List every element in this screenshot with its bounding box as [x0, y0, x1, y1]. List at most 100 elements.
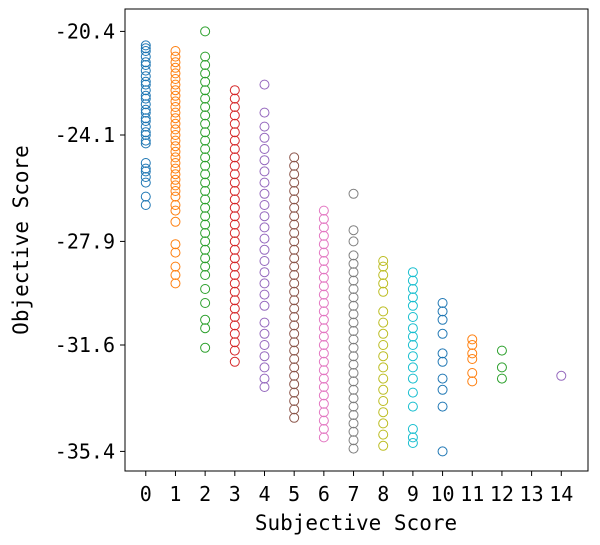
- data-point-x3-20: [229, 253, 240, 264]
- data-point-x0-24: [140, 163, 151, 174]
- data-point-x9-9: [407, 351, 418, 362]
- data-point-x3-19: [229, 244, 240, 255]
- data-point-x8-0: [378, 256, 389, 266]
- data-point-x6-13: [318, 314, 329, 325]
- data-point-x1-32: [170, 261, 181, 272]
- data-point-x2-6: [200, 93, 211, 104]
- data-point-x11-4: [467, 368, 478, 378]
- data-point-x0-21: [140, 135, 151, 146]
- data-point-x5-26: [289, 370, 300, 381]
- data-point-x2-7: [200, 102, 211, 112]
- data-point-x1-5: [170, 74, 181, 84]
- data-point-x3-21: [229, 261, 240, 272]
- data-point-x7-5: [348, 267, 359, 278]
- data-point-x6-23: [318, 398, 329, 409]
- data-point-x3-32: [229, 356, 240, 367]
- data-point-x7-21: [348, 401, 359, 412]
- data-point-x6-3: [318, 230, 329, 241]
- data-point-x9-16: [407, 438, 418, 448]
- data-point-x3-9: [229, 160, 240, 171]
- data-point-x5-11: [289, 244, 300, 255]
- data-point-x4-8: [259, 188, 270, 199]
- y-tick-label-1: -24.1: [55, 123, 115, 147]
- data-point-x1-20: [170, 158, 181, 168]
- data-point-x5-14: [289, 270, 300, 280]
- data-point-x5-12: [289, 253, 300, 264]
- data-point-x10-6: [437, 373, 448, 384]
- data-point-x7-23: [348, 418, 359, 429]
- data-point-x0-26: [140, 172, 151, 182]
- data-point-x1-33: [170, 270, 181, 280]
- data-point-x3-2: [229, 102, 240, 112]
- data-point-x2-2: [200, 60, 211, 70]
- data-point-x5-8: [289, 219, 300, 230]
- data-point-x4-3: [259, 132, 270, 143]
- data-point-x3-23: [229, 278, 240, 289]
- data-point-x4-9: [259, 200, 270, 210]
- data-point-x0-13: [140, 99, 151, 110]
- data-point-x2-31: [200, 323, 211, 334]
- data-point-x0-27: [140, 177, 151, 188]
- data-point-x0-10: [140, 85, 151, 96]
- data-point-x7-0: [348, 188, 359, 199]
- plot-area: [124, 8, 589, 472]
- data-point-x4-22: [259, 351, 270, 362]
- data-point-x1-27: [170, 200, 181, 210]
- data-point-x1-13: [170, 118, 181, 129]
- data-point-x5-5: [289, 194, 300, 205]
- data-point-x0-17: [140, 116, 151, 126]
- data-point-x4-23: [259, 362, 270, 373]
- data-point-x8-17: [378, 440, 389, 451]
- data-point-x12-1: [496, 362, 507, 373]
- data-point-x4-18: [259, 300, 270, 311]
- data-point-x2-8: [200, 110, 211, 121]
- data-point-x0-16: [140, 113, 151, 124]
- data-point-x5-22: [289, 337, 300, 348]
- data-point-x4-7: [259, 177, 270, 188]
- data-point-x1-3: [170, 62, 181, 73]
- data-point-x7-4: [348, 258, 359, 269]
- data-point-x6-4: [318, 239, 329, 250]
- data-point-x6-19: [318, 365, 329, 376]
- data-point-x2-32: [200, 342, 211, 353]
- data-point-x7-13: [348, 334, 359, 345]
- data-point-x1-4: [170, 68, 181, 79]
- data-point-x4-25: [259, 382, 270, 392]
- data-point-x3-16: [229, 219, 240, 230]
- data-point-x1-18: [170, 146, 181, 157]
- data-point-x3-22: [229, 270, 240, 280]
- data-point-x10-7: [437, 384, 448, 395]
- data-point-x1-11: [170, 107, 181, 118]
- data-point-x9-7: [407, 331, 418, 342]
- data-point-x7-25: [348, 435, 359, 446]
- data-point-x3-5: [229, 127, 240, 138]
- x-tick-label-1: 1: [169, 482, 181, 506]
- data-point-x10-5: [437, 356, 448, 367]
- data-point-x5-20: [289, 320, 300, 331]
- data-point-x7-10: [348, 309, 359, 320]
- data-point-x2-16: [200, 177, 211, 188]
- data-point-x5-7: [289, 211, 300, 222]
- data-point-x5-21: [289, 328, 300, 339]
- data-point-x3-31: [229, 345, 240, 356]
- data-point-x5-25: [289, 362, 300, 373]
- data-point-x1-17: [170, 141, 181, 152]
- data-point-x5-1: [289, 160, 300, 171]
- data-point-x5-30: [289, 404, 300, 415]
- data-point-x6-11: [318, 298, 329, 308]
- data-point-x3-4: [229, 118, 240, 129]
- data-point-x4-20: [259, 328, 270, 339]
- data-point-x0-5: [140, 60, 151, 70]
- data-point-x9-8: [407, 340, 418, 350]
- data-point-x2-23: [200, 236, 211, 247]
- data-point-x0-1: [140, 43, 151, 54]
- data-point-x6-26: [318, 424, 329, 434]
- data-point-x9-15: [407, 432, 418, 443]
- data-point-x2-19: [200, 202, 211, 213]
- data-point-x1-14: [170, 124, 181, 135]
- data-point-x0-9: [140, 79, 151, 90]
- data-point-x11-2: [467, 348, 478, 359]
- data-point-x7-14: [348, 342, 359, 353]
- data-point-x6-14: [318, 323, 329, 334]
- data-point-x3-11: [229, 177, 240, 188]
